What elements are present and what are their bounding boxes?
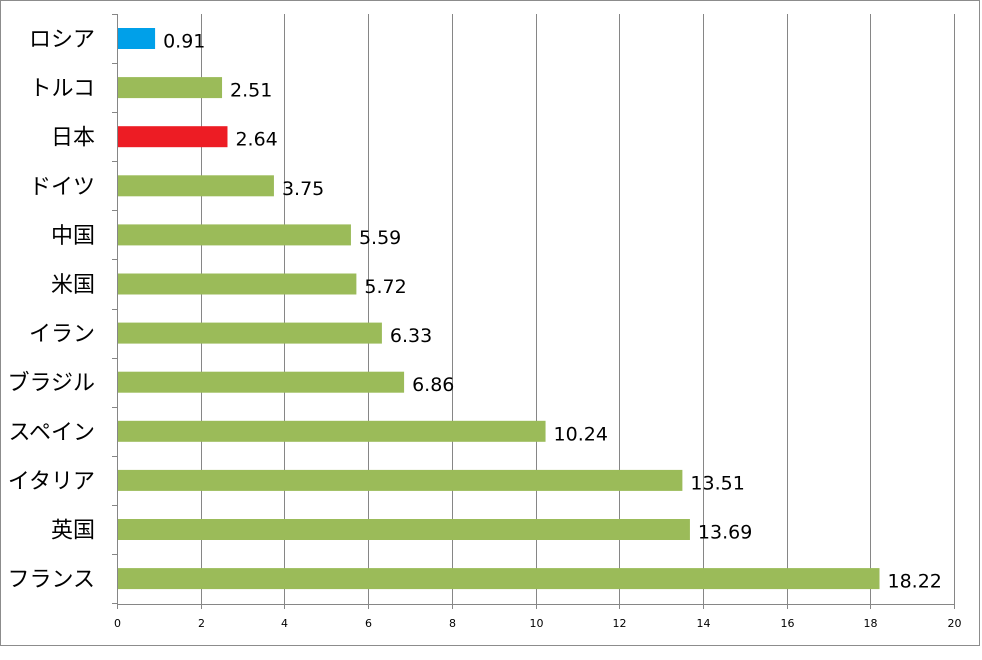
value-label: 5.72 [364,276,406,298]
bar [118,224,351,246]
value-label: 2.51 [230,80,272,102]
x-tick-label: 4 [281,617,288,630]
category-label: フランス [7,568,95,593]
category-label: 米国 [51,273,95,298]
bar [118,322,382,344]
x-tick-label: 16 [781,617,795,630]
value-label: 18.22 [888,571,942,593]
x-tick-label: 10 [530,617,544,630]
bar [118,519,690,540]
x-tick-label: 8 [449,617,456,630]
value-label: 6.33 [390,325,432,347]
category-label: スペイン [9,420,95,445]
bar [118,371,405,393]
bar [118,175,274,197]
bar [118,77,223,99]
category-label: ロシア [29,28,95,53]
category-label: ドイツ [29,175,95,200]
value-labels: 0.91 2.51 2.64 3.75 5.59 5.72 6.33 6.86 10.24 13.… [163,31,942,593]
category-label: 日本 [51,126,95,151]
x-tick-label: 14 [697,617,711,630]
value-label: 10.24 [554,423,608,445]
x-tick-label: 12 [613,617,627,630]
category-label: イラン [29,322,95,347]
bar [118,28,156,49]
value-label: 13.51 [690,472,744,494]
x-tick-label: 2 [198,617,205,630]
bar [118,469,683,491]
bar [118,126,228,148]
value-label: 13.69 [698,522,752,544]
value-label: 0.91 [163,31,205,53]
category-label: 中国 [51,224,95,249]
bars [118,28,880,590]
category-label: トルコ [29,77,95,102]
x-tick-label: 0 [114,617,121,630]
x-tick-label: 18 [864,617,878,630]
value-label: 2.64 [235,129,277,151]
gridlines [201,14,955,604]
bar [118,568,880,590]
x-tick-label: 6 [365,617,372,630]
category-label: ブラジル [7,371,95,396]
value-label: 6.86 [412,374,454,396]
x-tick-label: 20 [948,617,962,630]
value-label: 5.59 [359,227,401,249]
bar [118,420,546,442]
category-label: イタリア [8,469,95,494]
bar [118,273,357,295]
category-label: 英国 [51,519,95,544]
value-label: 3.75 [282,178,324,200]
x-axis: 0 2 4 6 8 10 12 14 16 18 20 [112,14,962,630]
